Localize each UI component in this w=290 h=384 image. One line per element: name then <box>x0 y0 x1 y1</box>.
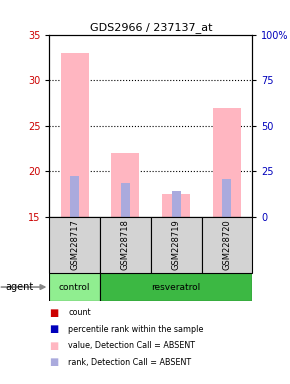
Text: GSM228719: GSM228719 <box>172 219 181 270</box>
Bar <box>162 194 190 217</box>
Bar <box>49 217 100 273</box>
Bar <box>222 179 231 217</box>
Text: percentile rank within the sample: percentile rank within the sample <box>68 325 204 334</box>
Bar <box>70 176 79 217</box>
Bar <box>100 273 252 301</box>
Title: GDS2966 / 237137_at: GDS2966 / 237137_at <box>90 22 212 33</box>
Text: ■: ■ <box>49 308 59 318</box>
Text: GSM228717: GSM228717 <box>70 219 79 270</box>
Text: ■: ■ <box>49 324 59 334</box>
Text: rank, Detection Call = ABSENT: rank, Detection Call = ABSENT <box>68 358 191 367</box>
Bar <box>172 192 181 217</box>
Bar <box>100 217 151 273</box>
Bar <box>61 53 89 217</box>
Bar <box>111 153 139 217</box>
Text: control: control <box>59 283 90 291</box>
Bar <box>202 217 252 273</box>
Text: GSM228720: GSM228720 <box>222 219 231 270</box>
Text: resveratrol: resveratrol <box>152 283 201 291</box>
Text: GSM228718: GSM228718 <box>121 219 130 270</box>
Text: value, Detection Call = ABSENT: value, Detection Call = ABSENT <box>68 341 195 351</box>
Bar <box>121 183 130 217</box>
Bar <box>213 108 241 217</box>
Bar <box>151 217 202 273</box>
Text: ■: ■ <box>49 341 59 351</box>
Text: count: count <box>68 308 91 318</box>
Bar <box>49 273 100 301</box>
Text: ■: ■ <box>49 358 59 367</box>
Text: agent: agent <box>6 282 34 292</box>
